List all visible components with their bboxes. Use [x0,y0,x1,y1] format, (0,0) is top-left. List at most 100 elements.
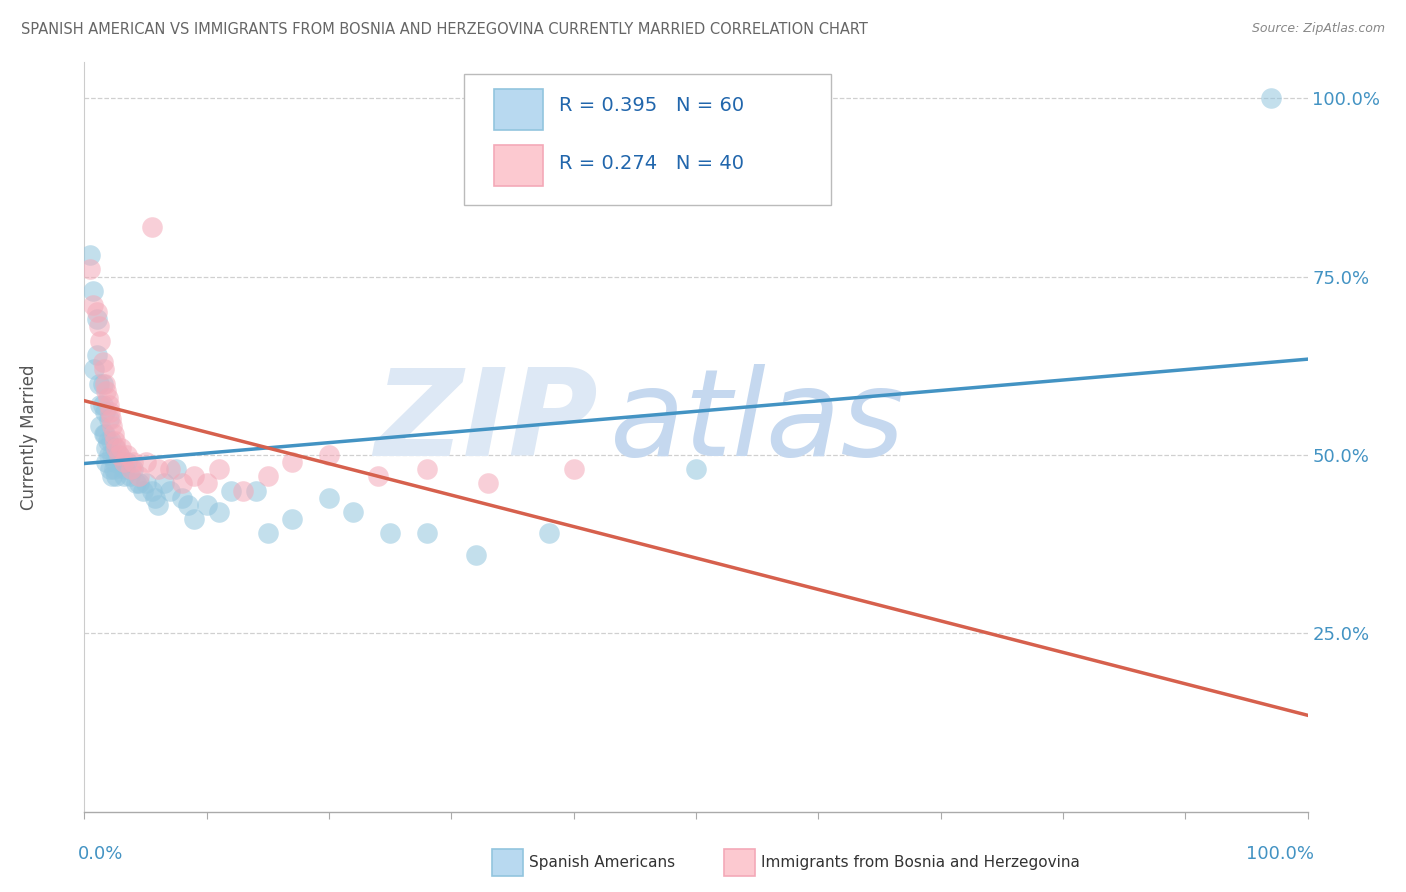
Point [538,526,561,541]
Point [97,391,120,405]
Point [135,476,157,491]
Point [101,419,124,434]
Point [128,469,150,483]
Point [94,405,117,419]
Point [135,455,157,469]
Point [380,526,402,541]
Point [91,398,114,412]
Point [89,419,111,434]
Text: R = 0.395   N = 60: R = 0.395 N = 60 [560,96,744,115]
Text: atlas: atlas [610,364,905,481]
Bar [494,88,543,130]
Bar [494,145,543,186]
Point [107,448,129,462]
Point [94,426,117,441]
Point [125,476,148,491]
Text: Spanish Americans: Spanish Americans [529,855,675,870]
Point [183,469,205,483]
Point [477,476,499,491]
Point [97,398,120,412]
Point [93,426,115,441]
Point [143,491,166,505]
Point [82,284,104,298]
Point [103,426,125,441]
Point [89,398,111,412]
Point [100,412,122,426]
Point [104,434,127,448]
Point [91,376,114,391]
Point [281,512,304,526]
Point [464,548,486,562]
Point [96,455,118,469]
Point [89,334,111,348]
Point [257,469,280,483]
Point [105,441,128,455]
Point [177,498,200,512]
Point [94,376,117,391]
Text: Source: ZipAtlas.com: Source: ZipAtlas.com [1251,22,1385,36]
Point [172,476,194,491]
Point [115,455,138,469]
Point [104,455,127,469]
Point [97,448,120,462]
Point [159,462,181,476]
Point [96,384,118,398]
Point [195,476,218,491]
Point [114,462,136,476]
Point [172,491,194,505]
Point [79,262,101,277]
Point [141,483,163,498]
Point [141,219,163,234]
Point [93,362,115,376]
Point [219,483,242,498]
Point [104,441,127,455]
Point [97,434,120,448]
Text: 0.0%: 0.0% [79,846,124,863]
Point [86,305,108,319]
Text: ZIP: ZIP [374,364,598,481]
Point [118,469,141,483]
Point [257,526,280,541]
Point [342,505,364,519]
Point [232,483,254,498]
Point [112,455,135,469]
Point [91,355,114,369]
Point [86,312,108,326]
Text: 100.0%: 100.0% [1246,846,1313,863]
Point [120,462,142,476]
Point [83,362,105,376]
Point [101,469,124,483]
Point [318,448,340,462]
Point [82,298,104,312]
Point [128,476,150,491]
Point [165,462,187,476]
Point [79,248,101,262]
Text: R = 0.274   N = 40: R = 0.274 N = 40 [560,154,744,173]
Point [100,434,122,448]
Point [416,462,439,476]
Point [101,448,124,462]
Point [122,462,145,476]
Point [146,462,169,476]
Point [103,462,125,476]
Point [146,498,169,512]
Point [110,455,132,469]
Point [122,455,145,469]
Point [159,483,181,498]
Point [245,483,267,498]
Point [107,448,129,462]
Point [281,455,304,469]
Point [1260,91,1282,105]
Point [97,412,120,426]
Text: Currently Married: Currently Married [20,364,38,510]
Point [195,498,218,512]
Point [153,476,176,491]
Point [112,469,135,483]
Point [132,483,155,498]
Point [208,462,231,476]
Point [86,348,108,362]
Point [87,319,110,334]
Point [562,462,585,476]
Point [416,526,439,541]
Point [685,462,707,476]
